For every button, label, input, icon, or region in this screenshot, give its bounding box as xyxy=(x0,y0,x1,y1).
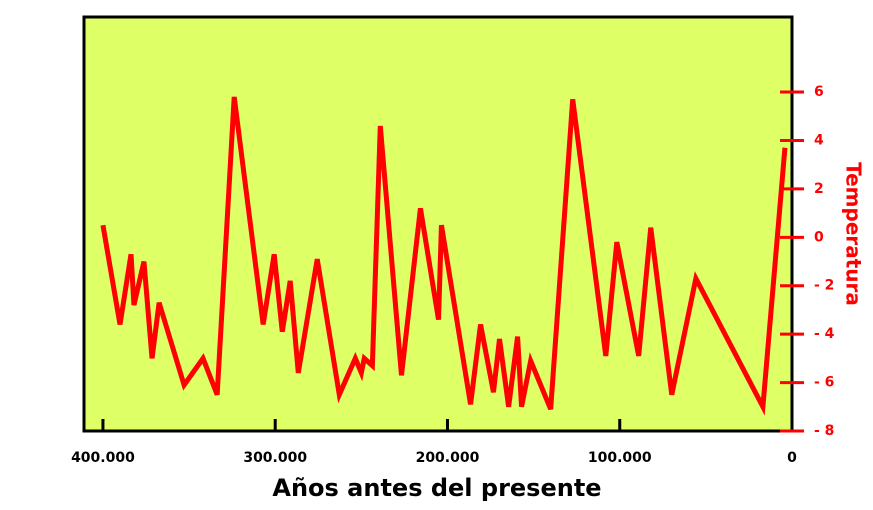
y-tick-label: 6 xyxy=(814,84,824,100)
y-tick-label: - 6 xyxy=(814,375,834,391)
x-tick-label: 400.000 xyxy=(71,450,135,466)
x-tick-label: 300.000 xyxy=(243,450,307,466)
x-tick-label: 0 xyxy=(787,450,797,466)
x-tick-label: 200.000 xyxy=(416,450,480,466)
y-axis-title: Temperatura xyxy=(842,162,866,306)
y-tick-label: - 2 xyxy=(814,278,834,294)
data-line xyxy=(100,96,788,416)
x-axis-title: Años antes del presente xyxy=(272,474,601,502)
y-tick-label: 0 xyxy=(814,229,824,245)
y-tick-label: - 8 xyxy=(814,423,834,439)
y-tick-label: - 4 xyxy=(814,326,835,342)
y-tick-label: 2 xyxy=(814,181,824,197)
y-tick-label: 4 xyxy=(814,132,824,148)
plot-area xyxy=(82,15,794,433)
x-tick-label: 100.000 xyxy=(588,450,652,466)
